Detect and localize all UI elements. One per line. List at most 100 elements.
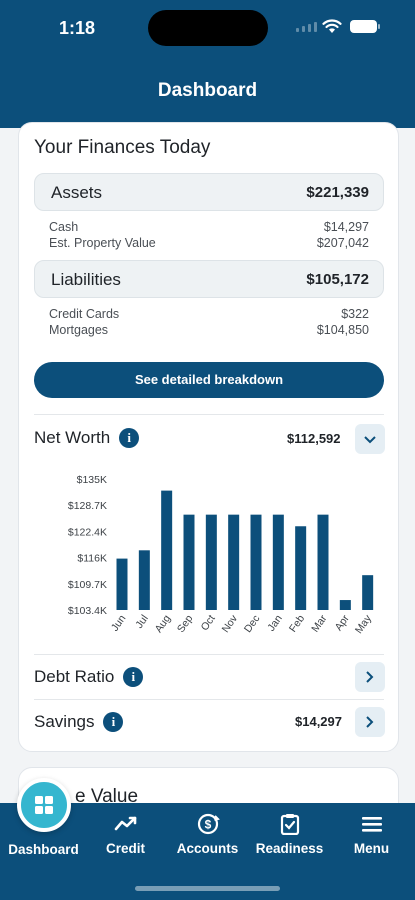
- y-tick-label: $103.4K: [68, 605, 107, 617]
- page-title: Dashboard: [157, 80, 258, 101]
- status-time: 1:18: [59, 18, 96, 38]
- detailed-breakdown-button[interactable]: See detailed breakdown: [34, 362, 384, 398]
- savings-value: $14,297: [295, 714, 342, 729]
- tab-label: Dashboard: [8, 842, 79, 857]
- assets-label: Assets: [51, 183, 103, 202]
- net-worth-chart: $135K$128.7K$122.4K$116K$109.7K$103.4KJu…: [68, 474, 375, 636]
- info-icon[interactable]: i: [123, 667, 144, 687]
- x-tick-label: Jun: [109, 613, 129, 634]
- home-indicator: [135, 886, 280, 891]
- net-worth-label: Net Worth: [34, 428, 111, 447]
- x-tick-label: Dec: [242, 613, 263, 635]
- liabilities-total: $105,172: [306, 271, 369, 288]
- bar-jul[interactable]: [138, 550, 150, 610]
- tab-readiness[interactable]: Readiness: [248, 813, 331, 856]
- status-bar: 1:18: [0, 0, 415, 58]
- tab-dashboard[interactable]: Dashboard: [2, 842, 85, 857]
- debt-ratio-open-button[interactable]: [355, 662, 385, 692]
- chevron-down-icon: [364, 436, 376, 444]
- svg-text:$: $: [204, 818, 211, 832]
- liability-row-mortgages: Mortgages $104,850: [49, 323, 369, 337]
- liability-row-label: Credit Cards: [49, 307, 120, 321]
- trend-icon: [114, 816, 136, 831]
- x-tick-label: Apr: [333, 612, 352, 633]
- x-tick-label: Mar: [309, 612, 329, 634]
- app-header: Dashboard: [0, 58, 415, 128]
- liability-row-label: Mortgages: [49, 323, 109, 337]
- x-tick-label: Sep: [175, 613, 196, 635]
- menu-icon: [361, 817, 382, 832]
- liability-row-value: $322: [341, 307, 369, 321]
- x-tick-label: Aug: [153, 613, 174, 635]
- debt-ratio-label: Debt Ratio: [34, 667, 115, 686]
- savings-heading: Savings i: [34, 712, 124, 732]
- debt-ratio-heading: Debt Ratio i: [34, 667, 144, 687]
- tab-label: Accounts: [176, 841, 239, 856]
- y-tick-label: $128.7K: [68, 500, 107, 512]
- tab-label: Readiness: [255, 841, 324, 856]
- asset-row-label: Cash: [49, 220, 79, 234]
- y-tick-label: $122.4K: [68, 526, 107, 538]
- net-worth-value: $112,592: [287, 431, 341, 446]
- bar-oct[interactable]: [205, 514, 217, 610]
- battery-icon: [350, 20, 380, 33]
- liabilities-summary: Liabilities $105,172: [34, 260, 384, 298]
- liability-row-value: $104,850: [316, 323, 369, 337]
- y-tick-label: $135K: [77, 474, 107, 486]
- x-tick-label: Feb: [287, 613, 307, 635]
- tab-accounts[interactable]: $ Accounts: [166, 813, 249, 856]
- tab-bar: Dashboard Credit $ Accounts Readiness Me…: [0, 803, 415, 900]
- bar-jan[interactable]: [272, 514, 284, 610]
- asset-row-property: Est. Property Value $207,042: [49, 236, 369, 250]
- bar-may[interactable]: [362, 575, 374, 610]
- asset-row-label: Est. Property Value: [49, 236, 156, 250]
- asset-row-value: $14,297: [323, 220, 369, 234]
- net-worth-heading: Net Worth i: [34, 428, 140, 448]
- assets-total: $221,339: [306, 184, 369, 201]
- bar-apr[interactable]: [339, 600, 351, 610]
- net-worth-expand-button[interactable]: [355, 424, 385, 454]
- divider: [34, 414, 384, 415]
- bar-nov[interactable]: [228, 514, 240, 610]
- savings-open-button[interactable]: [355, 707, 385, 737]
- asset-row-value: $207,042: [316, 236, 369, 250]
- divider: [34, 699, 384, 700]
- x-tick-label: Jan: [265, 613, 285, 634]
- accounts-icon: $: [197, 813, 220, 835]
- x-tick-label: May: [353, 612, 375, 636]
- home-value-title: e Value: [75, 786, 139, 807]
- wifi-icon: [322, 19, 342, 33]
- info-icon[interactable]: i: [119, 428, 140, 448]
- y-tick-label: $109.7K: [68, 579, 107, 591]
- chevron-right-icon: [366, 716, 374, 728]
- clipboard-check-icon: [280, 814, 299, 835]
- tab-label: Credit: [105, 841, 145, 856]
- tab-credit[interactable]: Credit: [84, 813, 167, 856]
- finances-title: Your Finances Today: [34, 137, 211, 158]
- signal-icon: [296, 22, 317, 32]
- bar-dec[interactable]: [250, 514, 262, 610]
- x-tick-label: Jul: [133, 613, 151, 631]
- bar-jun[interactable]: [116, 558, 128, 610]
- liabilities-label: Liabilities: [51, 270, 121, 289]
- asset-row-cash: Cash $14,297: [49, 220, 369, 234]
- y-tick-label: $116K: [77, 553, 107, 565]
- dynamic-island: [148, 10, 268, 46]
- dashboard-fab[interactable]: [17, 778, 71, 832]
- savings-label: Savings: [34, 712, 95, 731]
- bar-sep[interactable]: [183, 514, 195, 610]
- assets-summary: Assets $221,339: [34, 173, 384, 211]
- x-tick-label: Nov: [220, 612, 241, 635]
- info-icon[interactable]: i: [103, 712, 124, 732]
- tab-label: Menu: [353, 841, 390, 856]
- chevron-right-icon: [366, 671, 374, 683]
- liability-row-credit-cards: Credit Cards $322: [49, 307, 369, 321]
- bar-mar[interactable]: [317, 514, 329, 610]
- dashboard-icon: [35, 796, 53, 814]
- tab-menu[interactable]: Menu: [330, 813, 413, 856]
- finances-card: Your Finances Today Assets $221,339 Cash…: [18, 122, 399, 752]
- x-tick-label: Oct: [199, 613, 218, 633]
- divider: [34, 654, 384, 655]
- bar-aug[interactable]: [161, 490, 173, 610]
- bar-feb[interactable]: [295, 526, 307, 610]
